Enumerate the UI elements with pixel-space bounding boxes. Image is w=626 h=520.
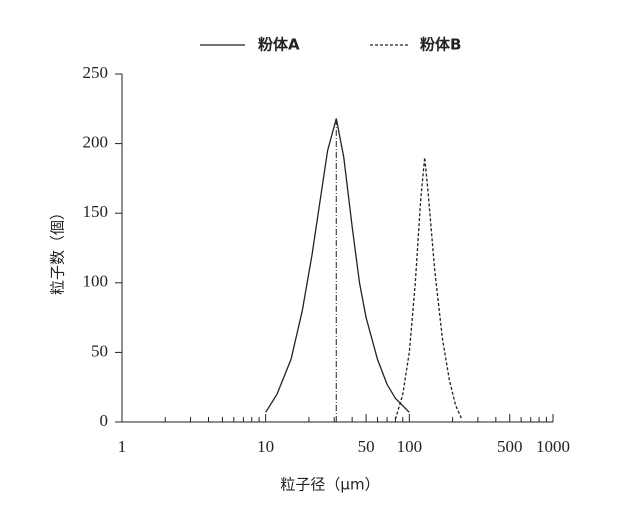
x-tick-label: 500 (497, 437, 523, 456)
x-tick-label: 1000 (536, 437, 570, 456)
y-tick-label: 150 (83, 202, 109, 221)
y-axis-label: 粒子数（個） (49, 205, 67, 295)
x-tick-label: 10 (257, 437, 274, 456)
x-axis-label: 粒子径（μm） (280, 476, 379, 494)
y-tick-label: 50 (91, 341, 108, 360)
legend-label: 粉体A (258, 36, 300, 54)
x-tick-label: 50 (358, 437, 375, 456)
series-line (394, 157, 463, 420)
series-line (265, 118, 410, 413)
x-tick-label: 1 (118, 437, 127, 456)
y-tick-label: 200 (83, 133, 109, 152)
y-tick-label: 0 (100, 411, 109, 430)
x-tick-label: 100 (397, 437, 423, 456)
y-tick-label: 100 (83, 272, 109, 291)
y-tick-label: 250 (83, 63, 109, 82)
legend-label: 粉体B (420, 36, 461, 54)
